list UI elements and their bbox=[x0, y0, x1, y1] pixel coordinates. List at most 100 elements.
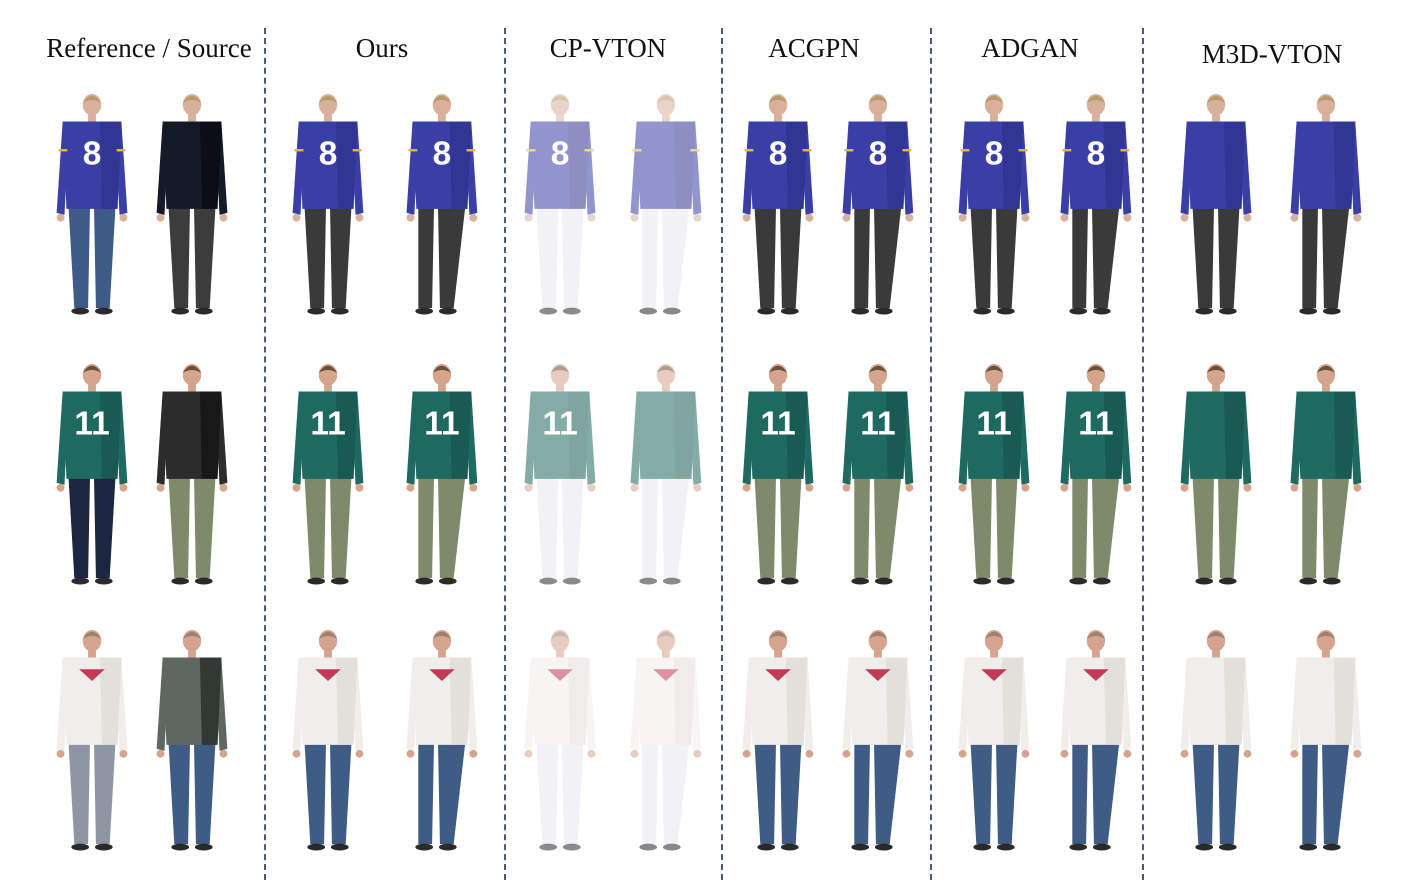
header-ours: Ours bbox=[355, 33, 409, 63]
torso-shirt bbox=[412, 391, 472, 479]
sleeve-stripe bbox=[902, 148, 912, 152]
hair bbox=[656, 365, 676, 373]
left-shoe bbox=[71, 307, 90, 315]
torso-shirt bbox=[162, 121, 222, 209]
left-leg bbox=[68, 475, 91, 579]
left-leg bbox=[1192, 205, 1215, 309]
left-shoe bbox=[171, 307, 190, 315]
hair bbox=[182, 631, 202, 639]
right-shoe bbox=[1322, 843, 1341, 851]
torso-shading bbox=[99, 121, 122, 209]
sleeve-stripe bbox=[690, 148, 700, 152]
sleeve-stripe bbox=[632, 148, 642, 152]
torso-shading bbox=[785, 657, 808, 745]
right-hand bbox=[355, 749, 364, 758]
left-hand bbox=[1180, 749, 1189, 758]
neck bbox=[556, 649, 564, 658]
right-shoe bbox=[1092, 577, 1111, 585]
right-hand bbox=[1243, 483, 1252, 492]
left-hand bbox=[1290, 483, 1299, 492]
right-leg bbox=[93, 205, 116, 309]
left-hand bbox=[1180, 213, 1189, 222]
neck bbox=[88, 113, 96, 122]
person-ours-row3-side bbox=[406, 629, 478, 851]
hair bbox=[182, 95, 202, 103]
left-leg bbox=[418, 205, 435, 309]
torso-shirt bbox=[162, 657, 222, 745]
right-hand bbox=[119, 483, 128, 492]
jersey-number: 8 bbox=[551, 136, 570, 173]
right-hand bbox=[805, 483, 814, 492]
person-ours-row2-side: 11 bbox=[406, 363, 478, 585]
torso-shading bbox=[673, 121, 696, 209]
left-leg bbox=[970, 475, 993, 579]
right-hand bbox=[693, 213, 702, 222]
right-hand bbox=[587, 213, 596, 222]
neck bbox=[324, 113, 332, 122]
right-leg bbox=[561, 475, 584, 579]
chest-graphic bbox=[1083, 669, 1109, 682]
hair bbox=[550, 95, 570, 103]
left-shoe bbox=[1299, 307, 1318, 315]
person-cp-vton-row2-side bbox=[630, 363, 702, 585]
left-hand bbox=[842, 483, 851, 492]
right-leg bbox=[329, 475, 352, 579]
neck bbox=[661, 113, 670, 122]
person-reference-row3-front bbox=[56, 629, 128, 851]
neck bbox=[188, 649, 196, 658]
sleeve-stripe bbox=[844, 148, 854, 152]
left-shoe bbox=[1299, 577, 1318, 585]
left-leg bbox=[168, 741, 191, 845]
jersey-number: 8 bbox=[769, 136, 788, 173]
torso-shading bbox=[335, 391, 358, 479]
torso-shading bbox=[567, 121, 590, 209]
neck bbox=[188, 383, 196, 392]
left-shoe bbox=[415, 307, 434, 315]
left-hand bbox=[406, 213, 415, 222]
column-divider bbox=[930, 28, 932, 880]
person-acgpn-row1-front: 8 bbox=[742, 93, 814, 315]
right-leg bbox=[779, 475, 802, 579]
neck bbox=[88, 649, 96, 658]
torso-shirt bbox=[1186, 391, 1246, 479]
neck bbox=[188, 113, 196, 122]
right-hand bbox=[1021, 483, 1030, 492]
left-leg bbox=[1072, 741, 1089, 845]
person-ours-row1-side: 8 bbox=[406, 93, 478, 315]
right-leg bbox=[561, 741, 584, 845]
left-hand bbox=[406, 483, 415, 492]
neck bbox=[661, 383, 670, 392]
torso-shading bbox=[567, 391, 590, 479]
right-leg bbox=[1217, 205, 1240, 309]
left-shoe bbox=[1195, 843, 1214, 851]
neck bbox=[556, 113, 564, 122]
torso-shading bbox=[1001, 391, 1024, 479]
hair bbox=[1086, 365, 1106, 373]
right-shoe bbox=[194, 307, 213, 315]
torso-shirt bbox=[412, 121, 472, 209]
right-shoe bbox=[330, 307, 349, 315]
neck bbox=[990, 113, 998, 122]
left-hand bbox=[156, 213, 165, 222]
right-leg bbox=[995, 205, 1018, 309]
jersey-number: 11 bbox=[310, 406, 345, 443]
right-hand bbox=[693, 749, 702, 758]
left-leg bbox=[304, 741, 327, 845]
right-leg bbox=[661, 741, 690, 845]
torso-shading bbox=[1223, 657, 1246, 745]
right-shoe bbox=[1218, 577, 1237, 585]
neck bbox=[990, 383, 998, 392]
left-shoe bbox=[757, 307, 776, 315]
person-m3d-vton-row3-front bbox=[1180, 629, 1252, 851]
person-cp-vton-row2-front: 11 bbox=[524, 363, 596, 585]
neck bbox=[1212, 649, 1220, 658]
hair bbox=[656, 631, 676, 639]
sleeve-stripe bbox=[1018, 148, 1028, 152]
sleeve-stripe bbox=[744, 148, 754, 152]
right-leg bbox=[329, 741, 352, 845]
column-divider bbox=[1142, 28, 1144, 880]
right-hand bbox=[1123, 483, 1132, 492]
right-shoe bbox=[662, 307, 681, 315]
hair bbox=[984, 365, 1004, 373]
torso-shirt bbox=[1186, 657, 1246, 745]
